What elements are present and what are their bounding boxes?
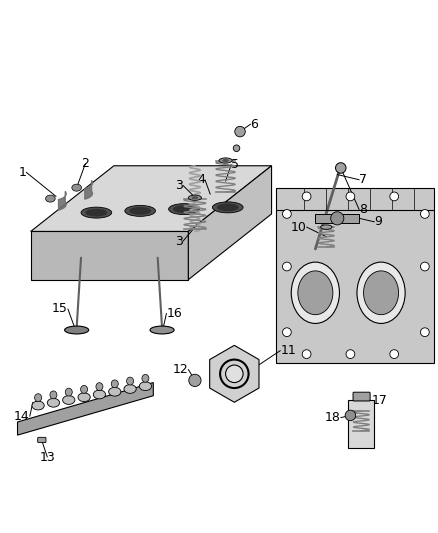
Ellipse shape (217, 204, 239, 211)
Ellipse shape (78, 393, 90, 402)
Polygon shape (315, 214, 359, 223)
Circle shape (331, 212, 344, 225)
FancyBboxPatch shape (38, 437, 46, 442)
Circle shape (336, 163, 346, 173)
Polygon shape (276, 188, 434, 363)
FancyBboxPatch shape (353, 392, 370, 401)
Ellipse shape (72, 184, 81, 191)
Text: 12: 12 (173, 363, 188, 376)
Circle shape (302, 192, 311, 201)
Ellipse shape (298, 271, 333, 314)
Circle shape (420, 262, 429, 271)
Circle shape (345, 410, 356, 421)
Ellipse shape (32, 401, 44, 410)
Ellipse shape (321, 225, 332, 229)
Ellipse shape (125, 205, 155, 216)
Ellipse shape (212, 202, 243, 213)
Polygon shape (18, 383, 153, 435)
Text: 3: 3 (175, 179, 183, 192)
Circle shape (420, 328, 429, 336)
Circle shape (283, 209, 291, 219)
Circle shape (390, 350, 399, 359)
Text: 6: 6 (251, 118, 258, 131)
Circle shape (233, 145, 240, 151)
Text: 4: 4 (197, 173, 205, 186)
Ellipse shape (127, 377, 134, 385)
Circle shape (283, 328, 291, 336)
Ellipse shape (173, 205, 195, 213)
Circle shape (302, 350, 311, 359)
Ellipse shape (65, 388, 72, 396)
Ellipse shape (124, 385, 136, 393)
Ellipse shape (81, 385, 88, 393)
Ellipse shape (50, 391, 57, 399)
Ellipse shape (219, 158, 232, 163)
Ellipse shape (96, 383, 103, 391)
Polygon shape (31, 166, 272, 231)
Text: 10: 10 (291, 221, 307, 233)
Text: 8: 8 (359, 203, 367, 216)
Text: 13: 13 (39, 450, 55, 464)
Ellipse shape (81, 207, 112, 218)
Ellipse shape (93, 390, 106, 399)
Polygon shape (348, 400, 374, 448)
Ellipse shape (35, 394, 42, 401)
Ellipse shape (139, 382, 152, 391)
Ellipse shape (64, 326, 88, 334)
Ellipse shape (222, 159, 229, 162)
Text: 7: 7 (359, 173, 367, 186)
Ellipse shape (129, 207, 151, 215)
Ellipse shape (364, 271, 399, 314)
Text: 14: 14 (14, 410, 30, 423)
Ellipse shape (85, 209, 107, 216)
Text: 5: 5 (231, 158, 239, 171)
Circle shape (346, 350, 355, 359)
Ellipse shape (47, 398, 60, 407)
Text: 18: 18 (325, 411, 341, 424)
Ellipse shape (46, 195, 55, 202)
Text: 9: 9 (374, 215, 382, 228)
Text: 17: 17 (371, 394, 387, 407)
Polygon shape (210, 345, 259, 402)
Ellipse shape (291, 262, 339, 324)
Ellipse shape (150, 326, 174, 334)
Ellipse shape (63, 395, 75, 405)
Ellipse shape (357, 262, 405, 324)
Text: 11: 11 (280, 344, 296, 357)
Ellipse shape (169, 204, 199, 215)
Circle shape (420, 209, 429, 219)
Text: 16: 16 (166, 307, 182, 320)
Text: 1: 1 (18, 166, 26, 179)
Ellipse shape (188, 195, 201, 200)
Polygon shape (188, 166, 272, 280)
Circle shape (283, 262, 291, 271)
Ellipse shape (226, 365, 243, 383)
Ellipse shape (111, 380, 118, 388)
Ellipse shape (192, 196, 198, 199)
Circle shape (189, 374, 201, 386)
Circle shape (346, 192, 355, 201)
Ellipse shape (142, 374, 149, 382)
Polygon shape (31, 231, 188, 280)
Circle shape (390, 192, 399, 201)
Text: 15: 15 (52, 303, 68, 316)
Ellipse shape (109, 387, 121, 396)
Text: 2: 2 (81, 157, 89, 170)
Text: 3: 3 (175, 235, 183, 248)
Circle shape (235, 126, 245, 137)
